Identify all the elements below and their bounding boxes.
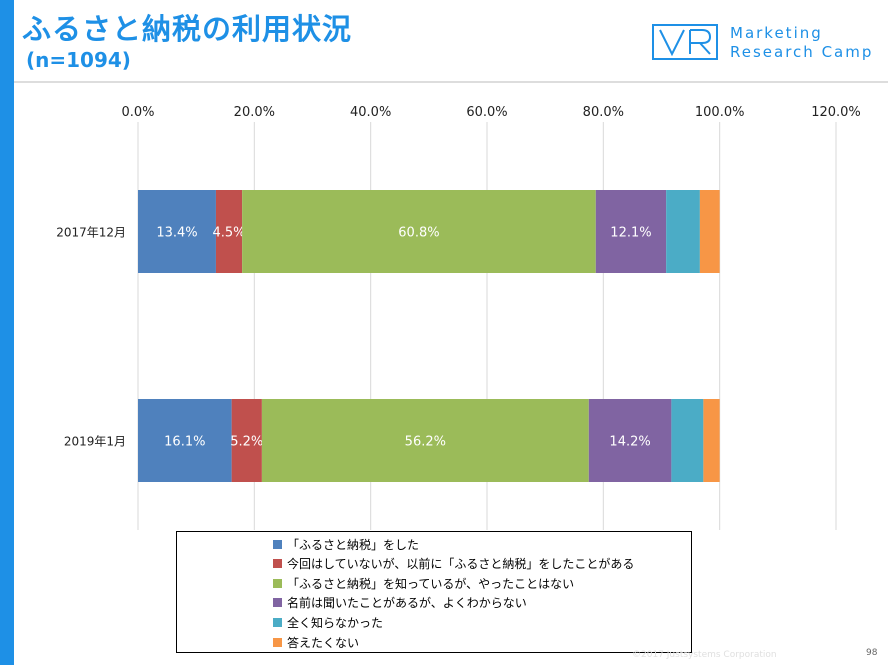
bar-segment <box>699 190 720 273</box>
x-tick-label: 20.0% <box>234 105 275 120</box>
x-tick-label: 0.0% <box>121 105 154 120</box>
left-accent-strip <box>0 0 14 665</box>
data-label: 56.2% <box>405 435 446 450</box>
legend-swatch <box>273 617 282 627</box>
legend-swatch <box>273 637 282 647</box>
bar-segment <box>666 190 700 273</box>
logo-text: Marketing Research Camp <box>730 24 873 62</box>
bar-segment <box>231 399 262 482</box>
legend-swatch <box>273 559 282 569</box>
slide-title: ふるさと納税の利用状況 <box>22 12 353 46</box>
copyright-text: ©2017 Justsystems Corporation <box>632 650 777 660</box>
bar-segment <box>671 399 704 482</box>
bar-segment <box>595 190 667 273</box>
bar-segment <box>588 399 672 482</box>
legend-label: 「ふるさと納税」をした <box>287 537 420 552</box>
legend-swatch <box>273 578 282 588</box>
logo-line-2: Research Camp <box>730 43 874 61</box>
chart-legend: 「ふるさと納税」をした今回はしていないが、以前に「ふるさと納税」をしたことがある… <box>176 531 692 653</box>
legend-label: 「ふるさと納税」を知っているが、やったことはない <box>287 576 575 591</box>
legend-item: 答えたくない <box>273 632 359 652</box>
bar-segment <box>242 190 596 273</box>
legend-label: 名前は聞いたことがあるが、よくわからない <box>287 596 527 611</box>
legend-label: 今回はしていないが、以前に「ふるさと納税」をしたことがある <box>287 557 635 572</box>
brand-logo: Marketing Research Camp <box>652 24 882 64</box>
data-label: 13.4% <box>156 226 197 241</box>
data-label: 12.1% <box>610 226 651 241</box>
data-label: 5.2% <box>230 435 263 450</box>
legend-item: 全く知らなかった <box>273 612 383 632</box>
bar-segment <box>215 190 243 273</box>
header-divider <box>14 81 888 83</box>
stacked-bar-chart: 0.0% 20.0% 40.0% 60.0% 80.0% 100.0% 120.0% 2017… <box>56 105 861 530</box>
x-tick-label: 60.0% <box>466 105 507 120</box>
category-label: 2019年1月 <box>64 435 126 449</box>
data-label: 60.8% <box>398 226 439 241</box>
category-label: 2017年12月 <box>56 226 126 240</box>
data-label: 14.2% <box>609 435 650 450</box>
legend-item: 今回はしていないが、以前に「ふるさと納税」をしたことがある <box>273 554 634 574</box>
sample-size: (n=1094) <box>26 48 131 72</box>
logo-line-1: Marketing <box>730 24 823 42</box>
data-label: 16.1% <box>164 435 205 450</box>
legend-item: 名前は聞いたことがあるが、よくわからない <box>273 593 527 613</box>
data-label: 4.5% <box>213 226 246 241</box>
bar-segment <box>138 190 216 273</box>
bar-segment <box>703 399 720 482</box>
slide-header: ふるさと納税の利用状況 (n=1094) Marketing Research … <box>0 0 888 83</box>
legend-label: 答えたくない <box>287 635 360 650</box>
x-tick-label: 120.0% <box>811 105 861 120</box>
x-tick-label: 40.0% <box>350 105 391 120</box>
page-number: 98 <box>866 648 878 658</box>
x-tick-label: 80.0% <box>583 105 624 120</box>
legend-swatch <box>273 539 282 549</box>
legend-item: 「ふるさと納税」を知っているが、やったことはない <box>273 573 574 593</box>
mrc-logo-icon <box>652 24 718 60</box>
legend-swatch <box>273 598 282 608</box>
legend-label: 全く知らなかった <box>287 615 384 630</box>
bar-segment <box>261 399 589 482</box>
x-tick-label: 100.0% <box>695 105 745 120</box>
bar-segment <box>138 399 232 482</box>
legend-item: 「ふるさと納税」をした <box>273 534 419 554</box>
